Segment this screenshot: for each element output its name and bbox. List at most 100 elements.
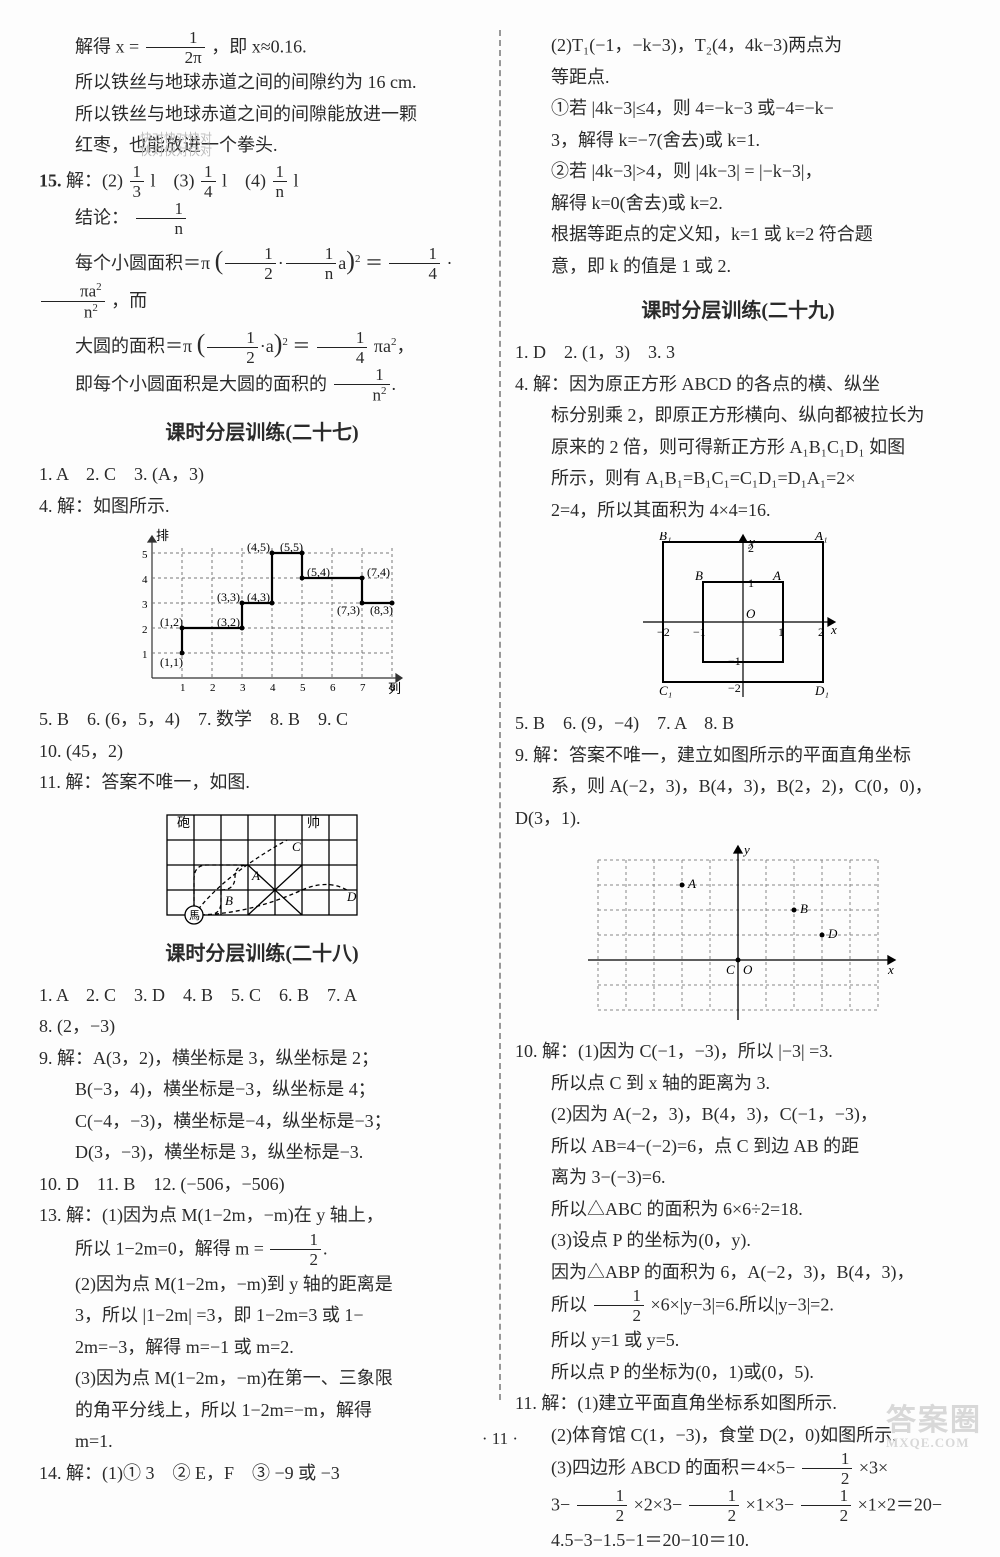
text-line: 意，即 k 的值是 1 或 2.: [515, 251, 961, 283]
page-footer: · 11 ·: [0, 1429, 1000, 1449]
answers-row: 1. D 2. (1，3) 3. 3: [515, 337, 961, 369]
q9-a: 9. 解：答案不唯一，建立如图所示的平面直角坐标: [515, 740, 961, 772]
q10-h: 因为△ABP 的面积为 6，A(−2，3)，B(4，3)，: [515, 1257, 961, 1289]
two-column-layout: 解得 x = 12π ，即 x≈0.16. 所以铁丝与地球赤道之间的间隙约为 1…: [25, 30, 975, 1400]
text-line: 大圆的面积＝π (12·a)2 ＝ 14 πa2，: [39, 321, 485, 367]
svg-text:4: 4: [142, 574, 148, 586]
svg-text:B: B: [695, 568, 703, 583]
text: l (3): [151, 170, 195, 190]
q13-b: 所以 1−2m=0，解得 m = 12.: [39, 1232, 485, 1269]
q9-c: C(−4，−3)，横坐标是−4，纵坐标是−3；: [39, 1106, 485, 1138]
answers-row: 1. A 2. C 3. D 4. B 5. C 6. B 7. A: [39, 980, 485, 1012]
q13-f: (3)因为点 M(1−2m，−m)在第一、三象限: [39, 1363, 485, 1395]
left-column: 解得 x = 12π ，即 x≈0.16. 所以铁丝与地球赤道之间的间隙约为 1…: [25, 30, 499, 1400]
svg-text:B: B: [800, 901, 808, 916]
q4-a: 4. 解：因为原正方形 ABCD 的各点的横、纵坐: [515, 369, 961, 401]
svg-text:7: 7: [360, 682, 366, 694]
svg-text:3: 3: [142, 599, 148, 611]
svg-text:(4,5): (4,5): [247, 540, 270, 554]
svg-text:(1,1): (1,1): [160, 655, 183, 669]
q10-e: 离为 3−(−3)=6.: [515, 1162, 961, 1194]
q9-b: B(−3，4)，横坐标是−3，纵坐标是 4；: [39, 1074, 485, 1106]
svg-text:C₁: C₁: [659, 683, 672, 698]
svg-text:(3,3): (3,3): [217, 590, 240, 604]
svg-text:A: A: [687, 876, 696, 891]
svg-text:−2: −2: [728, 681, 741, 695]
figure-27-chess: 馬 砲 帅 A B C D: [147, 805, 377, 925]
q9-a: 9. 解：A(3，2)，横坐标是 3，纵坐标是 2；: [39, 1043, 485, 1075]
q11: 11. 解：答案不唯一，如图.: [39, 767, 485, 799]
text-line: 所以铁丝与地球赤道之间的间隙约为 16 cm.: [39, 67, 485, 99]
answers-row: 10. (45，2): [39, 736, 485, 768]
svg-text:(1,2): (1,2): [160, 615, 183, 629]
q4-d: 所示，则有 A₁B₁=B₁C₁=C₁D₁=D₁A₁=2×: [515, 463, 961, 495]
svg-text:馬: 馬: [189, 909, 200, 922]
answers-row: 8. (2，−3): [39, 1011, 485, 1043]
q4-b: 标分别乘 2，即原正方形横向、纵向都被拉长为: [515, 400, 961, 432]
text: 解：(2): [66, 170, 123, 190]
svg-text:A: A: [251, 868, 260, 883]
q10-b: 所以点 C 到 x 轴的距离为 3.: [515, 1068, 961, 1100]
svg-text:5: 5: [300, 682, 306, 694]
q11-d: 3− 12 ×2×3− 12 ×1×3− 12 ×1×2＝20−: [515, 1488, 961, 1525]
q10-g: (3)设点 P 的坐标为(0，y).: [515, 1225, 961, 1257]
svg-text:(8,3): (8,3): [370, 603, 393, 617]
svg-text:(4,3): (4,3): [247, 590, 270, 604]
text: l: [294, 170, 299, 190]
text-line: (2)T₁(−1，−k−3)，T₂(4，4k−3)两点为: [515, 30, 961, 62]
q9-b: 系，则 A(−2，3)，B(4，3)，B(2，2)，C(0，0)，D(3，1).: [515, 771, 961, 834]
q14: 14. 解：(1)① 3 ② E，F ③ −9 或 −3: [39, 1458, 485, 1490]
svg-text:排: 排: [156, 528, 169, 543]
q10-f: 所以△ABC 的面积为 6×6÷2=18.: [515, 1194, 961, 1226]
svg-text:A₁: A₁: [814, 532, 827, 543]
q13-g: 的角平分线上，所以 1−2m=−m，解得: [39, 1395, 485, 1427]
svg-text:D: D: [346, 889, 357, 904]
svg-text:O: O: [746, 606, 756, 621]
svg-text:4: 4: [270, 682, 276, 694]
svg-text:2: 2: [748, 541, 754, 555]
svg-text:3: 3: [240, 682, 246, 694]
svg-text:D₁: D₁: [814, 683, 829, 698]
text-line: 根据等距点的定义知，k=1 或 k=2 符合题: [515, 219, 961, 251]
svg-text:−1: −1: [693, 625, 706, 639]
svg-text:2: 2: [210, 682, 216, 694]
text: l (4): [222, 170, 266, 190]
text-line: ①若 |4k−3|≤4，则 4=−k−3 或−4=−k−: [515, 93, 961, 125]
q11-a: 11. 解：(1)建立平面直角坐标系如图所示.: [515, 1388, 961, 1420]
figure-29-square: B₁ A₁ B A O x y C₁ D₁ −2 −1 1 2 −1 −2 1 …: [633, 532, 843, 702]
q10-c: (2)因为 A(−2，3)，B(4，3)，C(−1，−3)，: [515, 1099, 961, 1131]
text-line: 3，解得 k=−7(舍去)或 k=1.: [515, 125, 961, 157]
svg-text:D: D: [827, 926, 838, 941]
q4-c: 原来的 2 倍，则可得新正方形 A₁B₁C₁D₁ 如图: [515, 432, 961, 464]
svg-text:A: A: [772, 568, 781, 583]
svg-text:6: 6: [330, 682, 336, 694]
q10-i: 所以 12 ×6×|y−3|=6.所以|y−3|=2.: [515, 1288, 961, 1325]
right-column: (2)T₁(−1，−k−3)，T₂(4，4k−3)两点为 等距点. ①若 |4k…: [501, 30, 975, 1400]
q13-d: 3，所以 |1−2m| =3，即 1−2m=3 或 1−: [39, 1300, 485, 1332]
text: ，即 x≈0.16.: [211, 37, 306, 57]
q9-d: D(3，−3)，横坐标是 3，纵坐标是−3.: [39, 1137, 485, 1169]
answers-row: 1. A 2. C 3. (A，3): [39, 459, 485, 491]
svg-text:(5,4): (5,4): [307, 565, 330, 579]
svg-text:(7,4): (7,4): [367, 565, 390, 579]
svg-text:1: 1: [142, 649, 148, 661]
figure-29-grid: A B C D O x y: [578, 840, 898, 1030]
svg-text:1: 1: [180, 682, 186, 694]
q15: 15. 解：(2) 13 l (3) 14 l (4) 1n l: [39, 164, 485, 201]
svg-text:1: 1: [748, 576, 754, 590]
q13-a: 13. 解：(1)因为点 M(1−2m，−m)在 y 轴上，: [39, 1200, 485, 1232]
svg-text:−2: −2: [657, 625, 670, 639]
svg-text:5: 5: [142, 549, 148, 561]
svg-text:砲: 砲: [177, 815, 190, 830]
svg-text:O: O: [743, 962, 753, 977]
q13-c: (2)因为点 M(1−2m，−m)到 y 轴的距离是: [39, 1269, 485, 1301]
svg-text:B: B: [225, 893, 233, 908]
text-line: 所以铁丝与地球赤道之间的间隙能放进一颗: [39, 99, 485, 131]
q10-d: 所以 AB=4−(−2)=6，点 C 到边 AB 的距: [515, 1131, 961, 1163]
text-line: 等距点.: [515, 62, 961, 94]
faint-watermark: 快对快对快对 快对快对快对: [140, 132, 212, 158]
section-title-27: 课时分层训练(二十七): [39, 416, 485, 451]
fraction: 12π: [146, 29, 205, 66]
q11-e: 4.5−3−1.5−1＝20−10＝10.: [515, 1525, 961, 1557]
svg-text:2: 2: [142, 624, 148, 636]
